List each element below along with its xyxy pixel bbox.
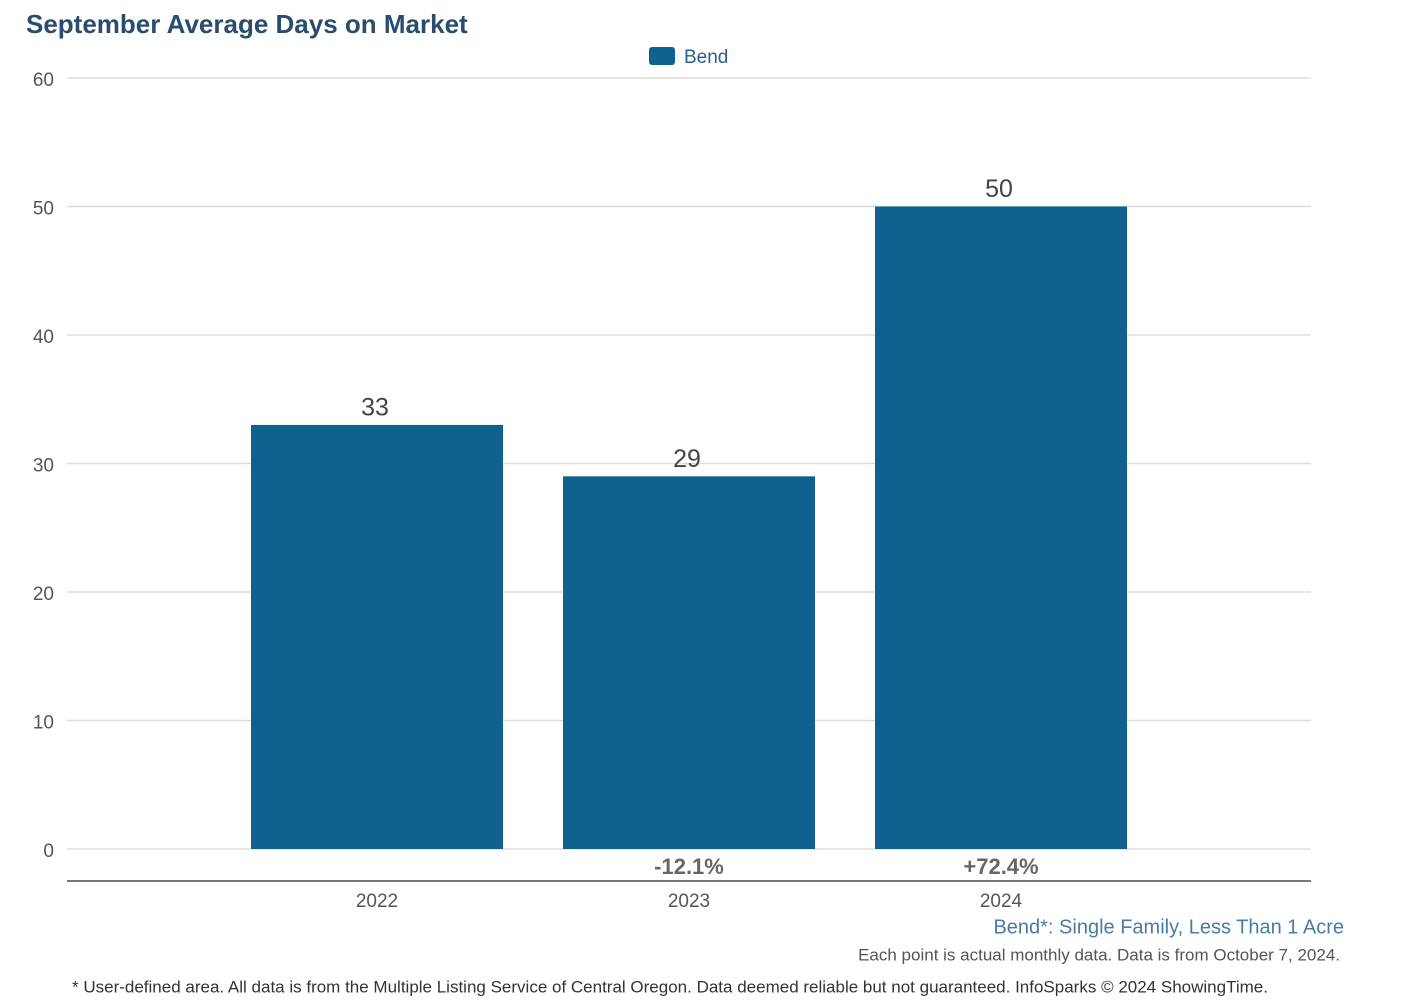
- y-tick-label: 20: [33, 584, 54, 605]
- y-tick-label: 30: [33, 456, 54, 477]
- value-label: 33: [361, 394, 389, 422]
- change-label: +72.4%: [963, 854, 1038, 879]
- bar: [251, 424, 503, 849]
- x-tick-label: 2022: [356, 891, 398, 912]
- x-tick-label: 2024: [980, 891, 1023, 912]
- y-tick-label: 40: [33, 327, 54, 348]
- value-label: 50: [985, 175, 1013, 203]
- data-note: Each point is actual monthly data. Data …: [858, 945, 1340, 964]
- chart-title: September Average Days on Market: [26, 9, 468, 39]
- y-tick-label: 10: [33, 713, 54, 734]
- change-label: -12.1%: [654, 854, 724, 879]
- legend-swatch: [649, 47, 675, 65]
- footnote: * User-defined area. All data is from th…: [72, 977, 1268, 996]
- bar: [875, 206, 1127, 849]
- y-tick-label: 0: [43, 841, 54, 862]
- y-tick-label: 50: [33, 199, 54, 220]
- legend-label: Bend: [684, 47, 728, 68]
- bar: [563, 476, 815, 849]
- y-tick-label: 60: [33, 70, 54, 91]
- value-label: 29: [673, 445, 701, 473]
- x-tick-label: 2023: [668, 891, 710, 912]
- area-note: Bend*: Single Family, Less Than 1 Acre: [993, 916, 1344, 938]
